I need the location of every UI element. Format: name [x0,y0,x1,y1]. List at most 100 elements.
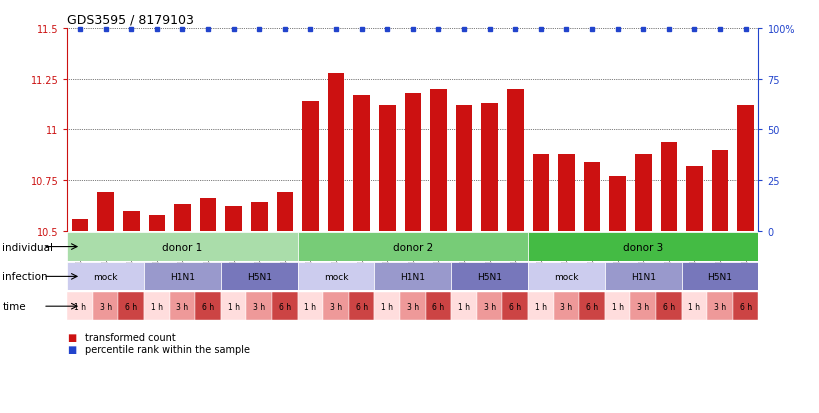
Bar [97,193,114,231]
Bar [144,263,220,291]
Bar [378,106,395,231]
Bar [276,193,293,231]
Bar [558,154,574,231]
Bar [272,292,297,320]
Text: 1 h: 1 h [151,302,163,311]
Bar [144,292,170,320]
Text: 3 h: 3 h [99,302,111,311]
Text: 3 h: 3 h [253,302,265,311]
Text: 3 h: 3 h [636,302,649,311]
Bar [297,263,374,291]
Text: 3 h: 3 h [713,302,726,311]
Bar [578,292,604,320]
Text: 1 h: 1 h [611,302,623,311]
Text: 3 h: 3 h [329,302,342,311]
Bar [67,263,144,291]
Bar [583,162,600,231]
Text: H5N1: H5N1 [247,272,271,281]
Text: 1 h: 1 h [381,302,393,311]
Text: H5N1: H5N1 [707,272,731,281]
Text: 1 h: 1 h [458,302,469,311]
Text: GDS3595 / 8179103: GDS3595 / 8179103 [67,13,194,26]
Text: 6 h: 6 h [355,302,367,311]
Text: H1N1: H1N1 [400,272,425,281]
Text: individual: individual [2,242,53,252]
Text: 6 h: 6 h [586,302,597,311]
Bar [425,292,450,320]
Bar [604,292,630,320]
Text: 6 h: 6 h [201,302,214,311]
Bar [323,292,348,320]
Bar [225,207,242,231]
Bar [660,142,676,231]
Bar [174,205,191,231]
Text: ■: ■ [67,332,76,342]
Bar [506,90,523,231]
Text: mock: mock [554,272,578,281]
Text: 1 h: 1 h [304,302,316,311]
Bar [604,263,681,291]
Bar [404,94,421,231]
Bar [430,90,446,231]
Bar [353,96,369,231]
Text: 6 h: 6 h [278,302,291,311]
Bar [707,292,732,320]
Text: 1 h: 1 h [74,302,86,311]
Bar [477,292,502,320]
Text: mock: mock [93,272,118,281]
Bar [655,292,681,320]
Text: transformed count: transformed count [85,332,176,342]
Text: donor 3: donor 3 [622,242,663,252]
Text: 1 h: 1 h [688,302,699,311]
Bar [170,292,195,320]
Bar [681,263,758,291]
Bar [481,104,497,231]
Bar [67,233,297,261]
Text: 3 h: 3 h [176,302,188,311]
Bar [118,292,144,320]
Text: 1 h: 1 h [534,302,546,311]
Bar [527,292,553,320]
Bar [532,154,549,231]
Bar [71,219,88,231]
Text: 6 h: 6 h [739,302,751,311]
Text: time: time [2,301,26,311]
Text: infection: infection [2,272,48,282]
Text: 1 h: 1 h [228,302,239,311]
Bar [220,292,247,320]
Bar [736,106,753,231]
Bar [123,211,139,231]
Text: 6 h: 6 h [509,302,521,311]
Text: 6 h: 6 h [662,302,674,311]
Bar [502,292,527,320]
Bar [301,102,319,231]
Bar [200,199,216,231]
Bar [450,263,527,291]
Bar [328,74,344,231]
Bar [634,154,651,231]
Bar [297,233,527,261]
Bar [455,106,472,231]
Bar [374,263,450,291]
Bar [527,233,758,261]
Bar [93,292,118,320]
Bar [348,292,374,320]
Bar [732,292,758,320]
Bar [609,177,625,231]
Text: ■: ■ [67,344,76,354]
Text: 3 h: 3 h [483,302,495,311]
Bar [711,150,727,231]
Text: percentile rank within the sample: percentile rank within the sample [85,344,250,354]
Bar [374,292,400,320]
Bar [297,292,323,320]
Text: donor 2: donor 2 [392,242,432,252]
Text: 3 h: 3 h [559,302,572,311]
Bar [553,292,578,320]
Bar [400,292,425,320]
Text: 6 h: 6 h [125,302,137,311]
Bar [148,215,165,231]
Text: H1N1: H1N1 [170,272,195,281]
Text: H1N1: H1N1 [630,272,655,281]
Bar [686,166,702,231]
Bar [527,263,604,291]
